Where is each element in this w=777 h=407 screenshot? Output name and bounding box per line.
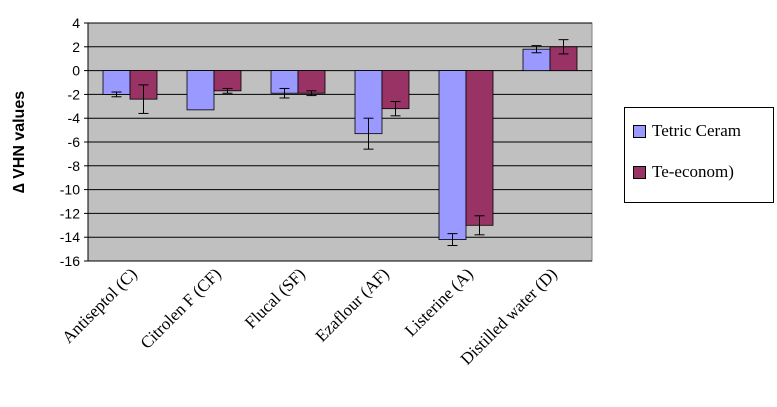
legend-label-tetric-ceram: Tetric Ceram	[652, 121, 741, 140]
legend-label-te-econom: Te-econom)	[652, 162, 734, 181]
y-axis-label: ∆ VHN values	[11, 91, 28, 193]
x-category-label: Citrolen F (CF)	[137, 264, 225, 352]
x-category-label: Antiseptol (C)	[58, 264, 141, 347]
y-tick-label: -10	[60, 182, 80, 198]
legend-item-tetric-ceram: Tetric Ceram	[633, 121, 741, 141]
x-category-label: Listerine (A)	[401, 264, 477, 340]
y-tick-label: 0	[72, 63, 80, 79]
bar	[102, 70, 131, 95]
y-tick-label: 2	[72, 39, 80, 55]
legend: Tetric Ceram Te-econom)	[624, 107, 774, 203]
bar	[465, 70, 494, 226]
y-tick-label: -16	[60, 253, 80, 269]
bar	[213, 70, 242, 92]
legend-item-te-econom: Te-econom)	[633, 162, 734, 182]
x-category-labels: Antiseptol (C)Citrolen F (CF) Flucal (SF)…	[58, 264, 561, 368]
y-tick-label: -8	[68, 158, 81, 174]
error-bars-group	[111, 39, 569, 247]
x-category-label: Ezaflour (AF)	[312, 264, 393, 345]
bar	[186, 70, 215, 111]
grid-lines	[88, 22, 592, 262]
y-tick-label: -12	[60, 205, 80, 221]
y-tick-label: -6	[68, 134, 81, 150]
legend-swatch-te-econom	[633, 165, 646, 179]
y-tick-label: 4	[72, 15, 80, 31]
y-tick-label: -14	[60, 229, 80, 245]
bar	[297, 70, 326, 94]
y-tick-label: -4	[68, 110, 81, 126]
y-tick-label: -2	[68, 86, 81, 102]
x-category-label: Flucal (SF)	[241, 264, 309, 332]
legend-swatch-tetric-ceram	[633, 124, 646, 138]
bar	[438, 70, 467, 240]
y-ticks: 4 2 0 -2 -4 -6 -8 -10 -12 -14 -16	[60, 15, 88, 269]
